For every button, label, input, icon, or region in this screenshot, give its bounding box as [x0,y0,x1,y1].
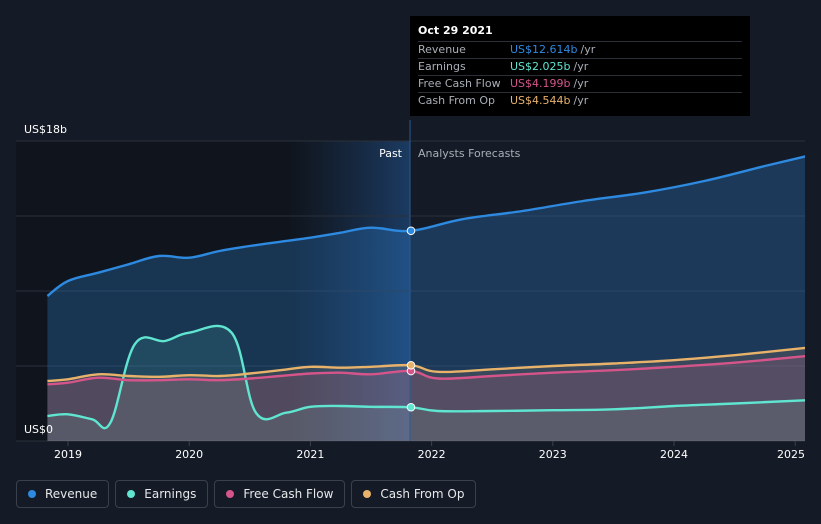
legend-label: Free Cash Flow [243,487,334,501]
x-tick-label-2019: 2019 [54,448,82,461]
free-cash-flow-area [47,356,805,441]
y-top-label: US$18b [24,123,67,136]
free-cash-flow-line [47,355,805,386]
tooltip-value: US$4.199b [510,77,571,90]
tooltip-row-earnings: Earnings US$2.025b/yr [418,58,742,75]
x-tick-label-2024: 2024 [660,448,688,461]
earnings-marker[interactable] [406,402,416,412]
legend-item-free-cash-flow[interactable]: Free Cash Flow [214,480,346,508]
tooltip-label: Earnings [418,60,466,73]
tooltip-label: Free Cash Flow [418,77,501,90]
cash-from-op-line [47,346,805,383]
x-tick-label-2021: 2021 [296,448,324,461]
tooltip-value: US$2.025b [510,60,571,73]
legend-dot-icon [363,490,372,498]
tooltip-unit: /yr [573,60,589,73]
tooltip-row-cash-from-op: Cash From Op US$4.544b/yr [418,92,742,109]
tooltip: Oct 29 2021 Revenue US$12.614b/yr Earnings… [410,16,750,116]
tooltip-value: US$12.614b [510,43,578,56]
tooltip-value: US$4.544b [510,94,571,107]
tooltip-row-free-cash-flow: Free Cash Flow US$4.199b/yr [418,75,742,92]
legend-label: Revenue [45,487,98,501]
x-tick-label-2022: 2022 [418,448,446,461]
tooltip-date: Oct 29 2021 [418,24,493,37]
legend-label: Cash From Op [380,487,465,501]
legend-item-revenue[interactable]: Revenue [16,480,110,508]
earnings-line [47,324,805,430]
tooltip-unit: /yr [580,43,596,56]
x-tick-label-2020: 2020 [175,448,203,461]
legend-dot-icon [127,490,136,498]
x-tick-label-2025: 2025 [777,448,805,461]
tooltip-unit: /yr [573,77,589,90]
legend-label: Earnings [144,487,197,501]
tooltip-row-revenue: Revenue US$12.614b/yr [418,41,742,58]
legend-dot-icon [226,490,235,498]
tooltip-label: Cash From Op [418,94,496,107]
forecast-label: Analysts Forecasts [418,147,521,160]
financials-chart: US$18b US$0 Past Analysts Forecasts 2019… [16,120,805,461]
legend-item-earnings[interactable]: Earnings [115,480,209,508]
legend-item-cash-from-op[interactable]: Cash From Op [351,480,477,508]
revenue-line [46,155,805,297]
cash-from-op-marker[interactable] [406,360,416,370]
earnings-area [47,325,805,441]
legend-dot-icon [28,490,36,498]
tooltip-label: Revenue [418,43,466,56]
tooltip-unit: /yr [573,94,589,107]
legend: Revenue Earnings Free Cash Flow Cash From O… [16,480,482,508]
revenue-marker[interactable] [406,226,416,236]
past-label: Past [379,147,403,160]
x-tick-label-2023: 2023 [539,448,567,461]
y-bottom-label: US$0 [24,423,53,436]
